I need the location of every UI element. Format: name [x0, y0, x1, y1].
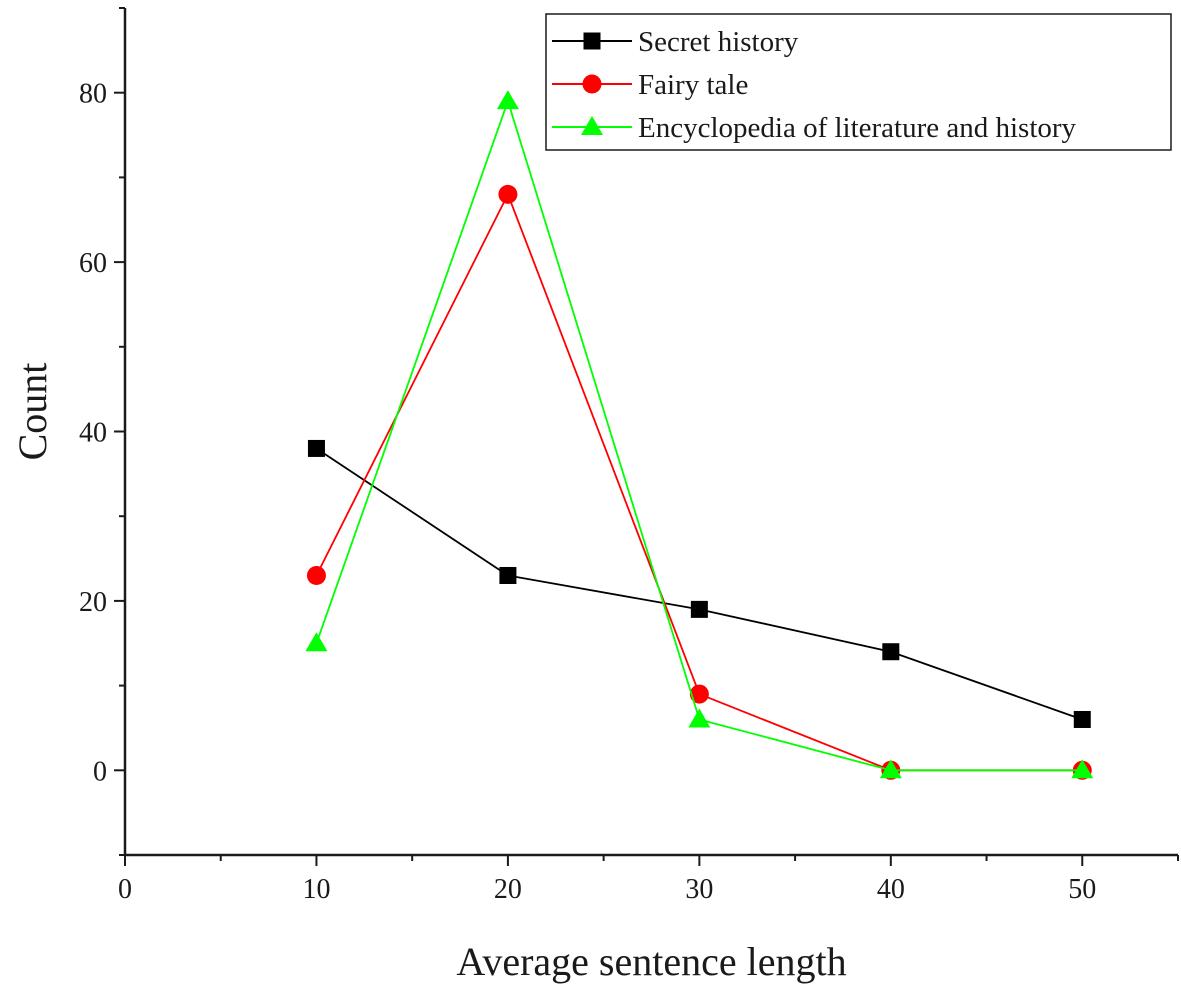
- square-marker: [307, 439, 325, 457]
- series-line: [315, 98, 1083, 772]
- circle-marker: [689, 684, 709, 704]
- triangle-marker: [1071, 759, 1094, 779]
- x-tick-label: 10: [302, 874, 330, 905]
- legend-label: Encyclopedia of literature and history: [638, 112, 1077, 144]
- square-marker: [690, 600, 708, 618]
- series-line: [315, 192, 1083, 772]
- y-tick-label: 80: [79, 79, 107, 110]
- triangle-marker: [879, 759, 902, 779]
- circle-marker: [582, 74, 602, 94]
- circle-marker: [498, 184, 518, 204]
- x-tick-label: 20: [494, 874, 522, 905]
- legend-label: Fairy tale: [638, 69, 748, 101]
- legend: Secret history Fairy tale Encyclopedia of …: [545, 13, 1172, 151]
- square-marker: [499, 566, 517, 584]
- legend-item-2: Fairy tale: [552, 69, 748, 101]
- series-2: [306, 184, 1092, 780]
- y-tick-label: 40: [79, 418, 107, 449]
- x-axis-title: Average sentence length: [456, 939, 846, 984]
- y-tick-label: 20: [79, 587, 107, 618]
- y-tick-label: 0: [93, 756, 107, 787]
- y-axis-title: Count: [10, 363, 55, 461]
- series-layer: [305, 90, 1094, 780]
- x-tick-label: 0: [118, 874, 132, 905]
- square-marker: [1073, 710, 1091, 728]
- x-tick-label: 30: [685, 874, 713, 905]
- square-marker: [583, 32, 601, 50]
- legend-item-3: Encyclopedia of literature and history: [552, 112, 1077, 144]
- legend-label: Secret history: [638, 26, 799, 58]
- triangle-marker: [496, 90, 519, 110]
- triangle-marker: [305, 632, 328, 652]
- circle-marker: [306, 565, 326, 585]
- series-line: [315, 447, 1083, 721]
- x-tick-label: 50: [1068, 874, 1096, 905]
- x-ticks: 0 10 20 30 40 50: [118, 855, 1179, 905]
- series-3: [305, 90, 1094, 779]
- triangle-marker: [581, 116, 603, 135]
- y-ticks: 0 20 40 60 80: [79, 7, 125, 856]
- legend-box: [545, 13, 1172, 151]
- legend-item-1: Secret history: [552, 26, 799, 58]
- y-tick-label: 60: [79, 248, 107, 279]
- x-tick-label: 40: [877, 874, 905, 905]
- square-marker: [882, 643, 900, 661]
- triangle-marker: [688, 708, 711, 728]
- series-1: [307, 439, 1091, 728]
